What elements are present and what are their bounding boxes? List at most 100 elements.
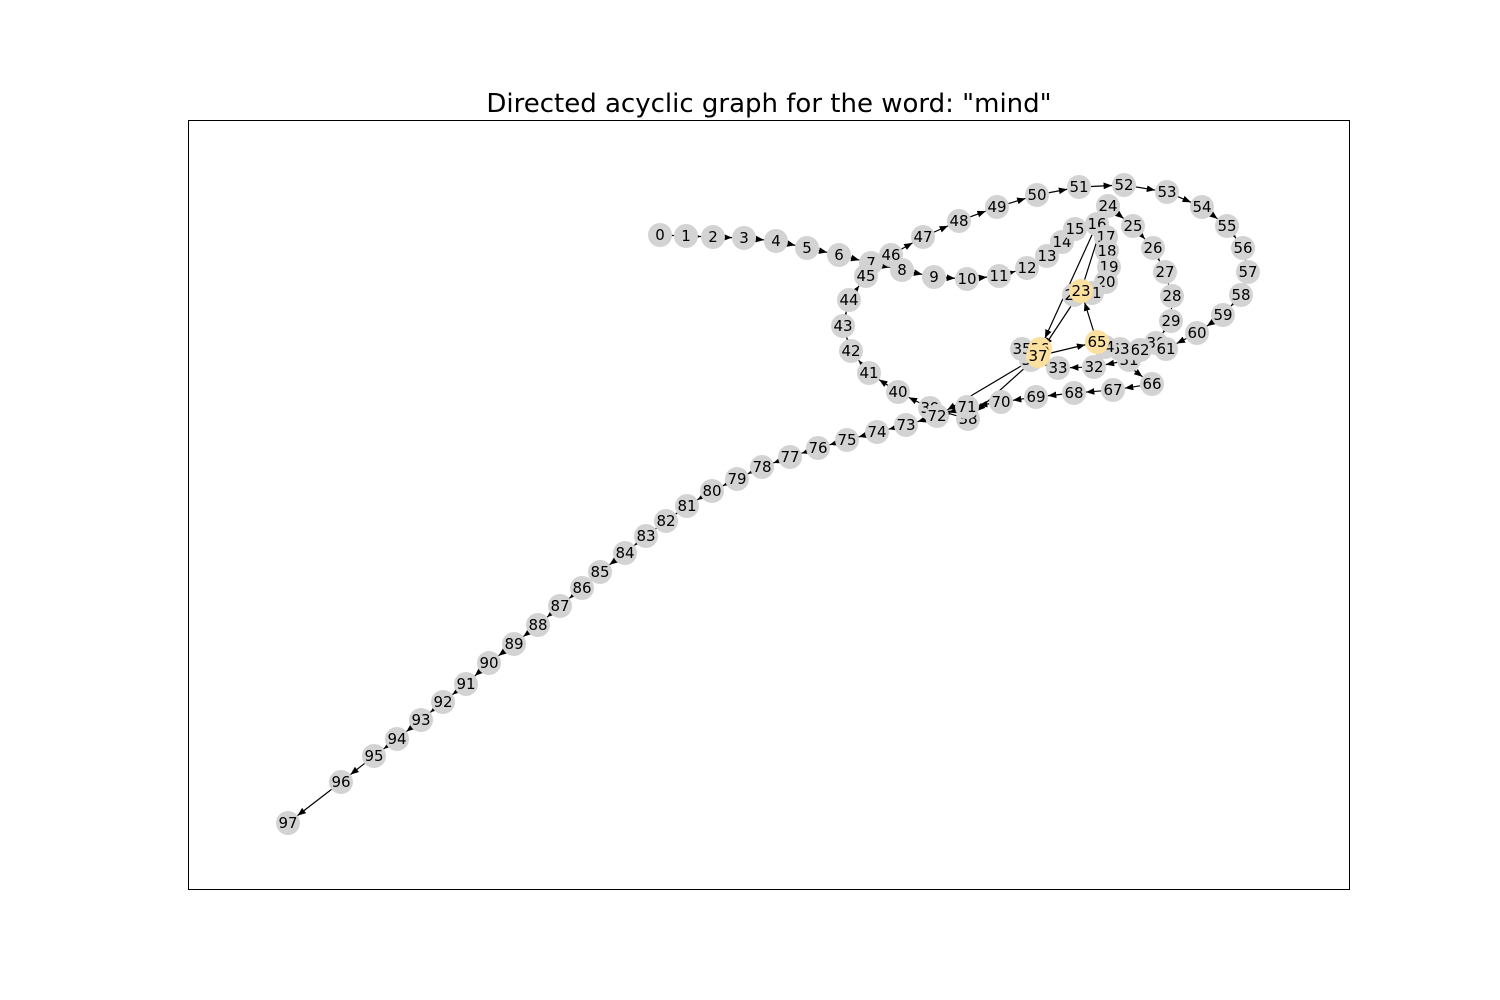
node-label: 29 bbox=[1161, 312, 1180, 330]
graph-node-95: 95 bbox=[362, 744, 386, 768]
node-label: 37 bbox=[1028, 347, 1047, 365]
node-label: 62 bbox=[1130, 341, 1149, 359]
node-label: 3 bbox=[739, 229, 749, 247]
graph-node-24: 24 bbox=[1096, 194, 1120, 218]
node-label: 25 bbox=[1123, 217, 1142, 235]
edge-50-51 bbox=[1048, 187, 1068, 195]
edge-9-10 bbox=[945, 274, 956, 282]
graph-node-76: 76 bbox=[806, 436, 830, 460]
node-label: 82 bbox=[656, 512, 675, 530]
node-circle bbox=[1128, 338, 1152, 362]
node-label: 95 bbox=[364, 747, 383, 765]
node-label: 57 bbox=[1238, 263, 1257, 281]
graph-node-46: 46 bbox=[879, 243, 903, 267]
node-circle bbox=[1035, 244, 1059, 268]
node-circle bbox=[879, 243, 903, 267]
graph-node-90: 90 bbox=[477, 651, 501, 675]
node-circle bbox=[955, 395, 979, 419]
node-circle bbox=[750, 455, 774, 479]
node-circle bbox=[1185, 321, 1209, 345]
graph-node-49: 49 bbox=[985, 195, 1009, 219]
graph-node-94: 94 bbox=[385, 727, 409, 751]
node-label: 10 bbox=[957, 270, 976, 288]
edge-86-87 bbox=[568, 590, 578, 599]
node-circle bbox=[1096, 194, 1120, 218]
node-circle bbox=[1211, 303, 1235, 327]
graph-node-44: 44 bbox=[837, 288, 861, 312]
edge-39-40 bbox=[908, 396, 920, 405]
graph-node-59: 59 bbox=[1211, 303, 1235, 327]
nodes-layer: 0123456789101112131415161718192021222324… bbox=[276, 173, 1260, 835]
node-label: 70 bbox=[991, 393, 1010, 411]
node-label: 67 bbox=[1103, 381, 1122, 399]
edge-4-5 bbox=[786, 240, 796, 247]
node-circle bbox=[1063, 217, 1087, 241]
graph-node-70: 70 bbox=[989, 390, 1013, 414]
graph-node-55: 55 bbox=[1215, 214, 1239, 238]
node-circle bbox=[911, 225, 935, 249]
node-label: 50 bbox=[1027, 186, 1046, 204]
node-label: 59 bbox=[1213, 306, 1232, 324]
graph-node-9: 9 bbox=[922, 265, 946, 289]
node-circle bbox=[634, 524, 658, 548]
node-label: 28 bbox=[1162, 287, 1181, 305]
graph-node-96: 96 bbox=[329, 770, 353, 794]
edge-7-8 bbox=[881, 262, 891, 269]
node-label: 13 bbox=[1037, 247, 1056, 265]
node-circle bbox=[1236, 260, 1260, 284]
node-circle bbox=[385, 727, 409, 751]
node-label: 84 bbox=[615, 544, 634, 562]
node-label: 93 bbox=[411, 711, 430, 729]
edge-66-67 bbox=[1124, 383, 1141, 391]
node-label: 91 bbox=[456, 675, 475, 693]
graph-node-66: 66 bbox=[1140, 372, 1164, 396]
node-circle bbox=[1160, 284, 1184, 308]
node-circle bbox=[675, 494, 699, 518]
node-circle bbox=[1026, 344, 1050, 368]
edge-24-25 bbox=[1114, 210, 1125, 219]
node-label: 79 bbox=[727, 470, 746, 488]
edge-26-27 bbox=[1152, 252, 1161, 262]
graph-node-13: 13 bbox=[1035, 244, 1059, 268]
node-circle bbox=[1215, 214, 1239, 238]
edge-79-80 bbox=[722, 479, 732, 487]
node-label: 92 bbox=[433, 693, 452, 711]
graph-node-15: 15 bbox=[1063, 217, 1087, 241]
node-circle bbox=[1101, 378, 1125, 402]
edge-81-82 bbox=[675, 512, 678, 515]
node-circle bbox=[700, 479, 724, 503]
graph-node-1: 1 bbox=[674, 224, 698, 248]
graph-node-92: 92 bbox=[431, 690, 455, 714]
node-label: 11 bbox=[989, 267, 1008, 285]
node-label: 71 bbox=[957, 398, 976, 416]
node-label: 54 bbox=[1192, 198, 1211, 216]
node-circle bbox=[725, 467, 749, 491]
graph-node-23: 23 bbox=[1069, 279, 1093, 303]
edge-46-47 bbox=[901, 242, 913, 250]
graph-node-72: 72 bbox=[925, 404, 949, 428]
node-circle bbox=[1155, 180, 1179, 204]
graph-node-56: 56 bbox=[1231, 236, 1255, 260]
node-circle bbox=[827, 243, 851, 267]
node-label: 73 bbox=[896, 416, 915, 434]
node-circle bbox=[588, 560, 612, 584]
graph-node-87: 87 bbox=[548, 594, 572, 618]
node-label: 0 bbox=[655, 226, 665, 244]
graph-node-50: 50 bbox=[1025, 183, 1049, 207]
node-circle bbox=[1112, 173, 1136, 197]
edge-40-41 bbox=[878, 379, 889, 387]
node-circle bbox=[985, 195, 1009, 219]
node-label: 78 bbox=[752, 458, 771, 476]
node-circle bbox=[648, 223, 672, 247]
edge-29-30 bbox=[1162, 324, 1171, 334]
graph-node-48: 48 bbox=[947, 209, 971, 233]
edge-93-94 bbox=[406, 723, 416, 733]
node-circle bbox=[1159, 309, 1183, 333]
graph-node-93: 93 bbox=[409, 708, 433, 732]
node-label: 81 bbox=[677, 497, 696, 515]
node-circle bbox=[502, 632, 526, 656]
edge-95-96 bbox=[350, 762, 365, 776]
node-circle bbox=[854, 264, 878, 288]
node-label: 88 bbox=[528, 616, 547, 634]
